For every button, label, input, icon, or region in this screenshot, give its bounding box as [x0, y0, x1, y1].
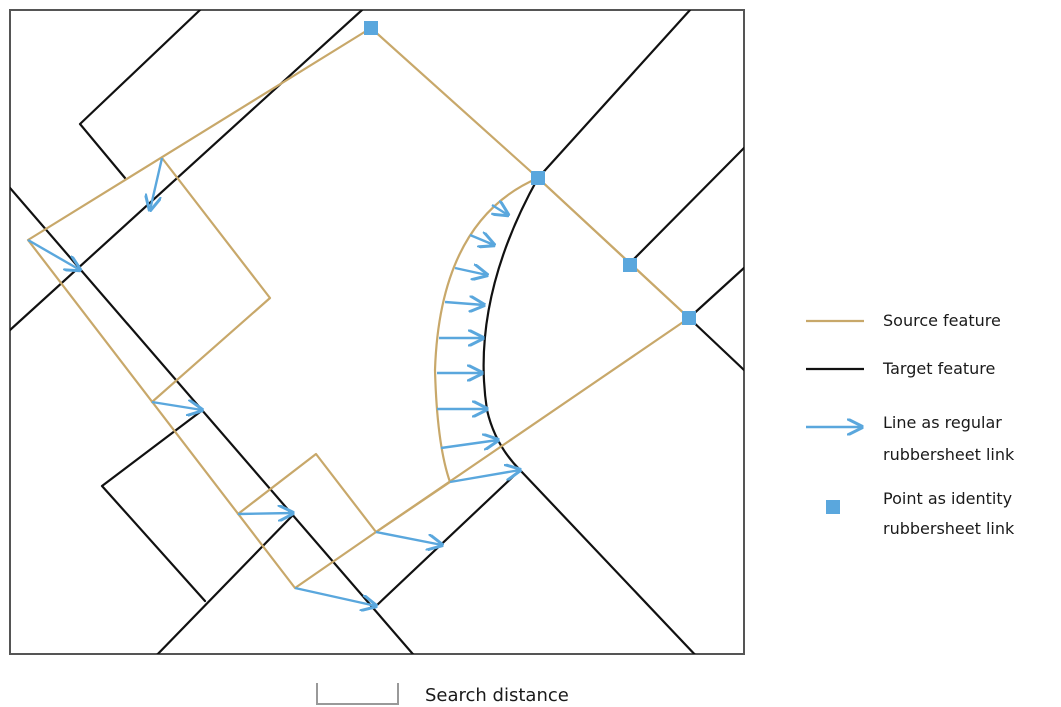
identity-link-point — [364, 21, 378, 35]
source-lower-block — [236, 452, 378, 534]
target-line-bottom-diagonal — [156, 513, 295, 654]
legend-line-link-label-1: Line as regular — [883, 413, 1002, 432]
link-arrow — [294, 586, 376, 606]
legend-target-label: Target feature — [882, 359, 995, 378]
legend-source-label: Source feature — [883, 311, 1001, 330]
link-arrow — [440, 440, 498, 448]
legend-point-link-label-1: Point as identity — [883, 489, 1012, 508]
search-distance-scale: Search distance — [316, 683, 569, 706]
target-line-lower-right-diagonal — [518, 468, 696, 654]
target-line-nw-diagonal — [10, 10, 364, 332]
target-line-upper-left-block — [78, 10, 202, 180]
link-arrow — [237, 513, 293, 514]
identity-links — [364, 21, 696, 325]
identity-link-point — [682, 311, 696, 325]
link-arrow — [492, 205, 508, 215]
target-line-right-1 — [627, 146, 744, 266]
link-arrow — [27, 238, 80, 270]
link-arrow — [150, 157, 164, 210]
target-line-upper-right-1 — [536, 10, 692, 180]
identity-link-point — [531, 171, 545, 185]
legend-point-link-label-2: rubbersheet link — [883, 519, 1015, 538]
target-line-right-3 — [687, 316, 744, 372]
link-arrow — [449, 470, 520, 484]
link-arrow — [454, 268, 487, 275]
legend: Source feature Target feature Line as re… — [806, 311, 1015, 538]
link-arrow — [469, 235, 494, 245]
link-arrow — [375, 530, 442, 545]
source-left-block — [150, 156, 272, 404]
search-distance-bar — [316, 683, 399, 705]
source-line-to-curve — [374, 480, 452, 534]
link-arrow — [151, 402, 202, 410]
source-line-right — [536, 176, 691, 320]
search-distance-label: Search distance — [425, 685, 569, 706]
target-line-lower-left-block — [100, 410, 207, 603]
legend-point-link-swatch — [826, 500, 840, 514]
target-line-right-2 — [687, 266, 744, 320]
link-arrow — [444, 302, 484, 305]
legend-line-link-label-2: rubbersheet link — [883, 445, 1015, 464]
rubbersheet-links — [27, 157, 520, 606]
target-line-lower-middle — [374, 468, 522, 608]
map-frame — [9, 9, 745, 655]
identity-link-point — [623, 258, 637, 272]
